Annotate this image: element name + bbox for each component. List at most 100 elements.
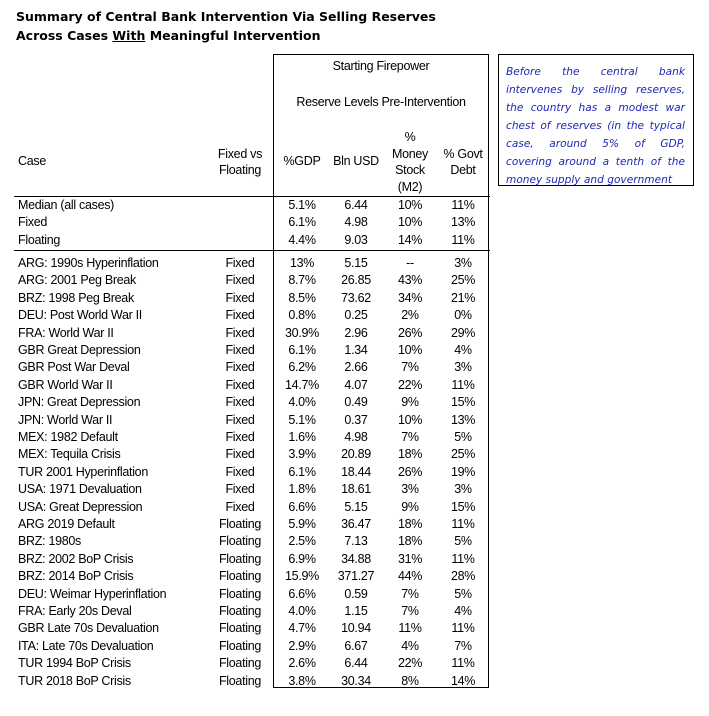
annotation-note: Before the central bank intervenes by se… bbox=[498, 54, 694, 186]
table-row: ARG: 1990s Hyperinflation Fixed 13% 5.15… bbox=[0, 256, 709, 273]
cell-money-stock: 2% bbox=[401, 308, 419, 323]
table-row: GBR Post War Deval Fixed 6.2% 2.66 7% 3% bbox=[0, 360, 709, 377]
cell-regime: Floating bbox=[218, 638, 262, 653]
cell-regime: Floating bbox=[218, 517, 262, 531]
cell-case: TUR 2018 BoP Crisis bbox=[18, 673, 131, 688]
cell-case: MEX: 1982 Default bbox=[18, 430, 118, 444]
cell-regime: Floating bbox=[218, 673, 262, 688]
cell-govt-debt: 15% bbox=[450, 395, 476, 410]
header-regime-line-1: Fixed vs bbox=[217, 147, 263, 161]
cell-money-stock: 10% bbox=[397, 343, 423, 357]
cell-case: USA: 1971 Devaluation bbox=[18, 482, 142, 497]
cell-govt-debt: 29% bbox=[450, 325, 476, 340]
table-row: MEX: 1982 Default Fixed 1.6% 4.98 7% 5% bbox=[0, 430, 709, 447]
cell-money-stock: 43% bbox=[397, 273, 423, 288]
cell-gdp: 4.0% bbox=[288, 395, 316, 410]
cell-money-stock: 18% bbox=[397, 517, 423, 531]
cell-gdp: 4.7% bbox=[288, 621, 316, 636]
cell-regime: Floating bbox=[218, 569, 262, 584]
table-row: GBR Late 70s Devaluation Floating 4.7% 1… bbox=[0, 621, 709, 638]
cell-bln-usd: 26.85 bbox=[341, 273, 371, 288]
cell-gdp: 3.9% bbox=[288, 447, 316, 462]
cell-case: Floating bbox=[18, 232, 61, 247]
cell-bln-usd: 4.98 bbox=[344, 215, 368, 230]
table-row: GBR World War II Fixed 14.7% 4.07 22% 11… bbox=[0, 378, 709, 395]
cell-govt-debt: 0% bbox=[454, 308, 472, 323]
cell-govt-debt: 11% bbox=[451, 232, 475, 247]
cell-govt-debt: 13% bbox=[450, 412, 476, 427]
cell-money-stock: 10% bbox=[397, 215, 423, 230]
header-debt-line-1: % Govt bbox=[443, 147, 483, 161]
cell-govt-debt: 19% bbox=[450, 464, 476, 479]
cell-money-stock: 7% bbox=[401, 604, 419, 618]
cell-money-stock: 22% bbox=[397, 377, 423, 392]
cell-govt-debt: 11% bbox=[451, 517, 475, 531]
table-row: MEX: Tequila Crisis Fixed 3.9% 20.89 18%… bbox=[0, 447, 709, 464]
cell-gdp: 3.8% bbox=[288, 673, 316, 688]
cell-case: JPN: Great Depression bbox=[18, 395, 141, 410]
cell-money-stock: 11% bbox=[398, 621, 422, 636]
cell-gdp: 6.1% bbox=[288, 215, 316, 230]
table-row: TUR 1994 BoP Crisis Floating 2.6% 6.44 2… bbox=[0, 656, 709, 673]
table-row: Floating 4.4% 9.03 14% 11% bbox=[0, 233, 709, 250]
cell-regime: Fixed bbox=[225, 256, 255, 270]
cell-gdp: 2.9% bbox=[288, 638, 316, 653]
cell-gdp: 2.6% bbox=[288, 656, 316, 671]
table-row: GBR Great Depression Fixed 6.1% 1.34 10%… bbox=[0, 343, 709, 360]
cell-money-stock: 22% bbox=[397, 656, 423, 671]
cell-bln-usd: 2.66 bbox=[344, 360, 368, 375]
cell-bln-usd: 1.15 bbox=[344, 604, 368, 618]
table-row: BRZ: 1980s Floating 2.5% 7.13 18% 5% bbox=[0, 534, 709, 551]
cell-case: ITA: Late 70s Devaluation bbox=[18, 638, 154, 653]
title-part-1: Across Cases bbox=[16, 28, 113, 43]
cell-money-stock: 4% bbox=[401, 638, 419, 653]
cell-bln-usd: 0.25 bbox=[344, 308, 368, 323]
cell-case: TUR 2001 Hyperinflation bbox=[18, 464, 148, 479]
cell-case: BRZ: 2002 BoP Crisis bbox=[18, 551, 134, 566]
table-row: Median (all cases) 5.1% 6.44 10% 11% bbox=[0, 198, 709, 215]
cell-gdp: 13% bbox=[289, 256, 315, 270]
cell-regime: Fixed bbox=[225, 308, 255, 323]
cell-gdp: 6.1% bbox=[288, 343, 316, 357]
cell-money-stock: 10% bbox=[397, 412, 423, 427]
cell-gdp: 0.8% bbox=[288, 308, 316, 323]
cell-bln-usd: 4.98 bbox=[344, 430, 368, 444]
table-row: FRA: Early 20s Deval Floating 4.0% 1.15 … bbox=[0, 604, 709, 621]
cell-govt-debt: 3% bbox=[454, 360, 472, 375]
cell-case: TUR 1994 BoP Crisis bbox=[18, 656, 131, 671]
cell-regime: Fixed bbox=[225, 499, 255, 514]
table-row: JPN: World War II Fixed 5.1% 0.37 10% 13… bbox=[0, 413, 709, 430]
table-row: BRZ: 1998 Peg Break Fixed 8.5% 73.62 34%… bbox=[0, 291, 709, 308]
title-underlined-word: With bbox=[112, 28, 146, 43]
cell-money-stock: 34% bbox=[397, 290, 423, 305]
header-case: Case bbox=[18, 154, 46, 168]
cell-regime: Fixed bbox=[225, 360, 255, 375]
cell-money-stock: 14% bbox=[397, 232, 423, 247]
cell-case: DEU: Post World War II bbox=[18, 308, 142, 323]
cell-bln-usd: 6.44 bbox=[344, 656, 368, 671]
cell-money-stock: 26% bbox=[397, 325, 423, 340]
cell-gdp: 6.9% bbox=[288, 551, 316, 566]
document-title-line-1: Summary of Central Bank Intervention Via… bbox=[16, 9, 436, 24]
cell-money-stock: 44% bbox=[397, 569, 423, 584]
cell-bln-usd: 34.88 bbox=[341, 551, 371, 566]
cell-bln-usd: 4.07 bbox=[344, 377, 368, 392]
header-bln-usd: Bln USD bbox=[333, 154, 379, 168]
cell-bln-usd: 2.96 bbox=[344, 325, 368, 340]
table-row: JPN: Great Depression Fixed 4.0% 0.49 9%… bbox=[0, 395, 709, 412]
cell-bln-usd: 36.47 bbox=[341, 517, 371, 531]
cell-bln-usd: 5.15 bbox=[344, 256, 368, 270]
title-part-2: Meaningful Intervention bbox=[145, 28, 321, 43]
cell-case: ARG: 2001 Peg Break bbox=[18, 273, 136, 288]
cell-gdp: 1.6% bbox=[288, 430, 316, 444]
cell-gdp: 15.9% bbox=[285, 569, 319, 584]
cell-govt-debt: 5% bbox=[454, 534, 472, 549]
cell-case: DEU: Weimar Hyperinflation bbox=[18, 586, 167, 601]
cell-govt-debt: 7% bbox=[454, 638, 472, 653]
cell-money-stock: 9% bbox=[401, 395, 419, 410]
cell-govt-debt: 11% bbox=[451, 377, 475, 392]
cell-case: FRA: World War II bbox=[18, 325, 114, 340]
cell-bln-usd: 0.37 bbox=[344, 412, 368, 427]
header-money-line-1: % bbox=[404, 130, 416, 144]
cell-govt-debt: 11% bbox=[451, 551, 475, 566]
